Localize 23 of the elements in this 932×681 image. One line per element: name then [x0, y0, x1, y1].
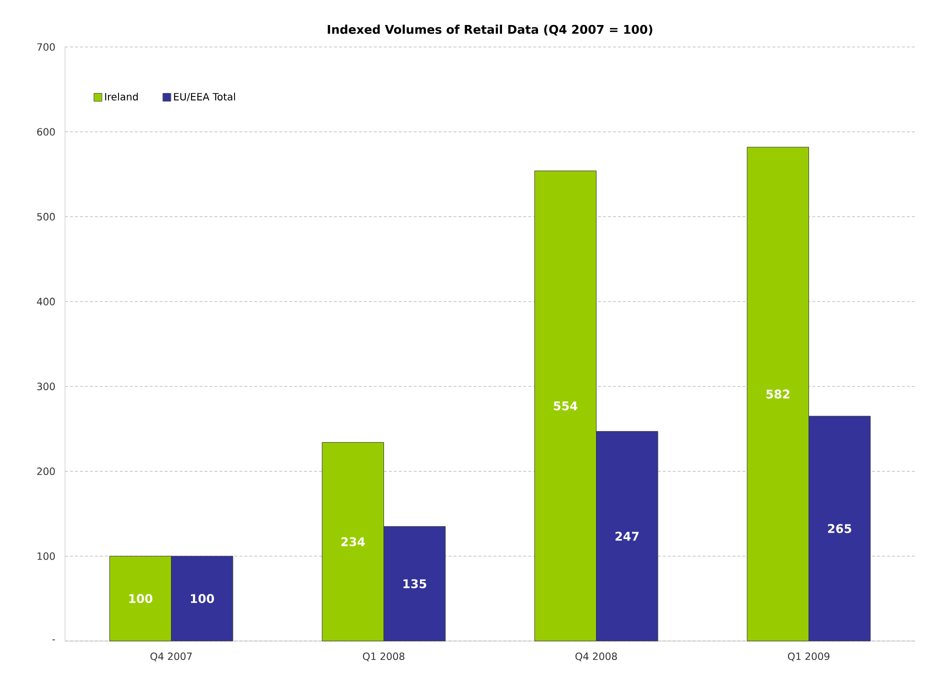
y-tick-label: - [52, 639, 55, 640]
y-tick-label: 700 [37, 43, 55, 51]
legend-label: EU/EEA Total [174, 92, 235, 102]
legend-label: Ireland [105, 92, 138, 100]
y-tick-label: 200 [37, 468, 55, 476]
data-label: 247 [616, 532, 639, 541]
data-label: 100 [190, 594, 214, 604]
x-tick-label: Q4 2008 [575, 652, 617, 662]
x-tick-label: Q1 2008 [362, 652, 404, 662]
data-label: 582 [766, 390, 790, 399]
y-tick-label: 100 [38, 552, 55, 560]
data-label: 554 [554, 402, 578, 410]
data-label: 234 [341, 537, 365, 546]
y-tick-label: 400 [36, 298, 55, 306]
y-tick-label: 600 [37, 128, 55, 136]
x-tick-label: Q4 2007 [150, 652, 192, 662]
chart-title: Indexed Volumes of Retail Data (Q4 2007 = 100) [328, 24, 652, 36]
y-tick-label: 300 [37, 382, 55, 390]
data-label: 135 [403, 579, 426, 588]
y-tick-label: 500 [37, 212, 55, 220]
x-tick-label: Q1 2009 [788, 652, 830, 662]
data-label: 265 [828, 524, 852, 534]
data-label: 100 [129, 594, 152, 604]
